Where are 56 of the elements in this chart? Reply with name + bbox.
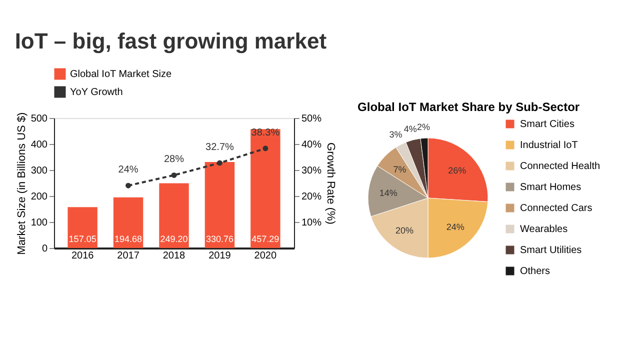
data-label: 38.3% bbox=[251, 127, 280, 138]
point bbox=[171, 172, 177, 178]
y2-tick-label: 40% bbox=[302, 140, 322, 150]
x-tick-label: 2020 bbox=[254, 250, 277, 262]
bar bbox=[204, 162, 235, 248]
legend-label: Global IoT Market Size bbox=[70, 69, 172, 80]
x-tick-label: 2016 bbox=[71, 250, 94, 262]
bar bbox=[159, 183, 189, 248]
y-tick-label: 200 bbox=[30, 192, 48, 202]
data-label: 14% bbox=[379, 188, 398, 198]
chart-title: IoT – big, fast growing market bbox=[14, 28, 328, 54]
point bbox=[262, 146, 268, 152]
legend-label: Connected Cars bbox=[520, 203, 592, 214]
chart-title: Global IoT Market Share by Sub-Sector bbox=[358, 100, 580, 114]
data-label: 3% bbox=[389, 130, 402, 140]
legend-label: Industrial IoT bbox=[520, 140, 578, 151]
data-label: 2% bbox=[417, 122, 430, 132]
y-axis-title: Market Size (in Billions US $) bbox=[16, 112, 28, 255]
y-tick-label: 500 bbox=[30, 114, 48, 124]
data-label: 28% bbox=[164, 154, 184, 166]
data-label: 249.20 bbox=[160, 234, 188, 244]
legend-label: Smart Utilities bbox=[520, 245, 582, 256]
legend-label: Others bbox=[520, 266, 550, 277]
data-label: 20% bbox=[395, 225, 414, 236]
y-tick-label: 0 bbox=[42, 244, 48, 254]
data-label: 330.76 bbox=[206, 234, 234, 244]
x-tick-label: 2018 bbox=[162, 250, 186, 262]
data-label: 157.05 bbox=[68, 234, 96, 244]
legend-label: Smart Homes bbox=[520, 182, 582, 193]
y-tick-label: 400 bbox=[30, 140, 48, 150]
y2-axis-title: Growth Rate (%) bbox=[324, 142, 337, 224]
legend-label: Smart Cities bbox=[520, 119, 574, 130]
bar bbox=[250, 129, 280, 248]
y-tick-label: 100 bbox=[30, 218, 48, 228]
data-label: 26% bbox=[448, 166, 466, 176]
x-tick-label: 2017 bbox=[117, 250, 140, 262]
y-tick-label: 300 bbox=[30, 166, 48, 176]
data-label: 24% bbox=[446, 222, 464, 232]
bar bbox=[113, 197, 144, 248]
data-label: 24% bbox=[118, 164, 138, 176]
data-label: 4% bbox=[404, 124, 417, 134]
legend-label: Connected Health bbox=[520, 161, 600, 172]
x-tick-label: 2019 bbox=[208, 250, 232, 262]
data-label: 7% bbox=[393, 164, 406, 175]
point bbox=[126, 182, 132, 188]
data-label: 32.7% bbox=[206, 142, 234, 153]
data-label: 194.68 bbox=[114, 234, 142, 244]
y2-tick-label: 50% bbox=[302, 114, 322, 124]
data-label: 457.29 bbox=[252, 234, 280, 244]
legend-label: YoY Growth bbox=[70, 87, 123, 98]
bar bbox=[68, 207, 98, 248]
point bbox=[216, 160, 222, 166]
y2-tick-label: 10% bbox=[302, 218, 322, 228]
y2-tick-label: 20% bbox=[302, 192, 322, 202]
y2-tick-label: 30% bbox=[302, 166, 322, 176]
legend-label: Wearables bbox=[520, 224, 568, 235]
